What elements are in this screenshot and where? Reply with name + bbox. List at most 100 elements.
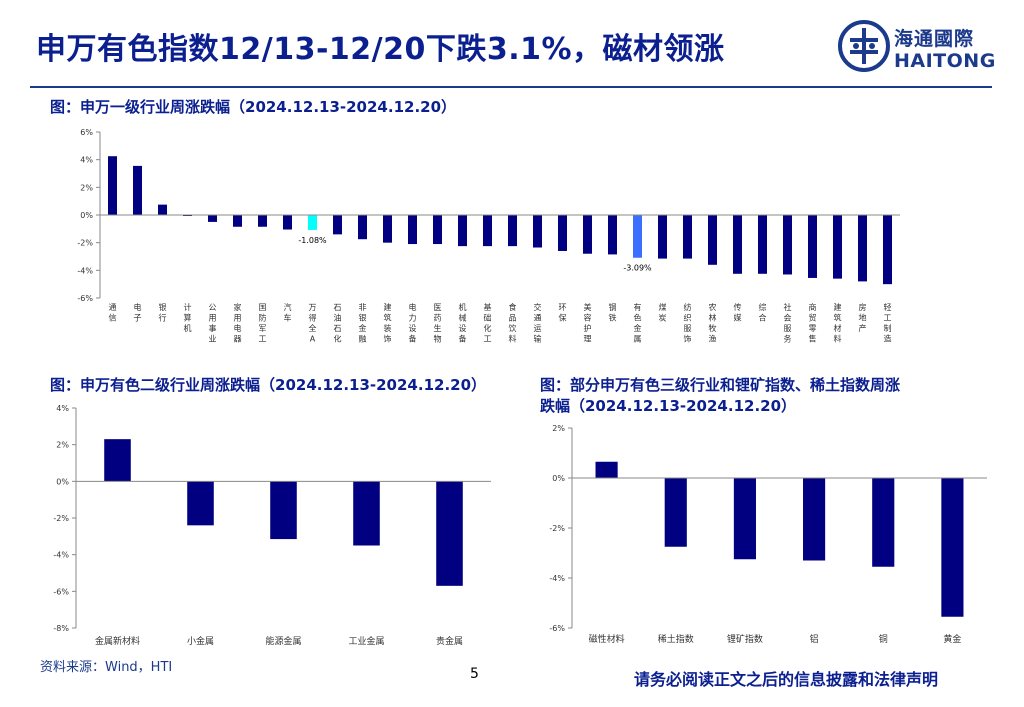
category-label-27: 合 xyxy=(759,313,767,323)
category-label-21: 钢 xyxy=(609,302,617,312)
category-label-22: 属 xyxy=(634,335,642,344)
category-label-24: 饰 xyxy=(684,334,692,344)
category-label-5: 事 xyxy=(209,323,217,333)
bar-31 xyxy=(858,215,867,282)
bar-29 xyxy=(808,215,817,278)
category-label-12: 饰 xyxy=(384,334,392,344)
category-label-13: 力 xyxy=(409,313,417,323)
bar-16 xyxy=(483,215,492,247)
bar-12 xyxy=(383,215,392,243)
bar-3 xyxy=(158,204,167,215)
category-label-25: 渔 xyxy=(709,334,717,344)
category-label-15: 械 xyxy=(459,313,467,323)
category-label-14: 生 xyxy=(434,323,442,333)
bar-27 xyxy=(758,215,767,274)
bar-19 xyxy=(558,215,567,251)
category-label-29: 贸 xyxy=(809,313,817,323)
category-label-19: 保 xyxy=(559,313,567,323)
category-label-14: 药 xyxy=(434,313,442,323)
category-label-2: 小金属 xyxy=(187,635,214,647)
category-label-12: 建 xyxy=(384,302,392,312)
bar-3 xyxy=(270,481,297,540)
category-label-25: 林 xyxy=(709,313,717,323)
category-label-1: 信 xyxy=(109,313,117,323)
bar-4 xyxy=(803,478,826,561)
category-label-2: 稀土指数 xyxy=(658,633,694,645)
category-label-12: 装 xyxy=(384,323,392,333)
category-label-23: 炭 xyxy=(659,314,667,323)
category-label-15: 机 xyxy=(459,302,467,312)
category-label-12: 筑 xyxy=(384,313,392,323)
category-label-18: 运 xyxy=(534,324,542,333)
y-tick-label: 2% xyxy=(80,183,93,192)
category-label-10: 石 xyxy=(334,303,342,312)
category-label-20: 容 xyxy=(584,313,592,323)
category-label-28: 会 xyxy=(784,313,792,323)
bar-2 xyxy=(664,478,687,547)
category-label-11: 非 xyxy=(359,302,367,312)
category-label-13: 备 xyxy=(409,334,417,344)
y-tick-label: -4% xyxy=(549,574,565,583)
category-label-9: 全 xyxy=(309,323,317,333)
category-label-18: 通 xyxy=(534,313,542,323)
bar-30 xyxy=(833,215,842,279)
y-tick-label: 4% xyxy=(80,156,93,165)
category-label-17: 品 xyxy=(509,314,517,323)
category-label-16: 基 xyxy=(484,302,492,312)
category-label-2: 子 xyxy=(134,314,142,323)
category-label-32: 轻 xyxy=(884,302,892,312)
y-tick-label: -6% xyxy=(53,587,69,596)
y-tick-label: -8% xyxy=(53,624,69,633)
category-label-11: 融 xyxy=(359,334,367,344)
bar-2 xyxy=(187,481,214,526)
category-label-7: 国 xyxy=(259,303,267,312)
bar-6 xyxy=(941,478,964,617)
category-label-28: 社 xyxy=(784,302,792,312)
category-label-31: 产 xyxy=(859,323,867,333)
y-tick-label: -2% xyxy=(77,239,93,248)
category-label-5: 用 xyxy=(209,314,217,323)
bar-5 xyxy=(436,481,463,586)
category-label-13: 设 xyxy=(409,323,417,333)
category-label-8: 汽 xyxy=(284,302,292,312)
top-chart-title: 图：申万一级行业周涨跌幅（2024.12.13-2024.12.20） xyxy=(50,98,457,116)
category-label-32: 制 xyxy=(884,323,892,333)
category-label-13: 电 xyxy=(409,302,417,312)
category-label-30: 料 xyxy=(834,334,842,344)
data-source: 资料来源：Wind，HTI xyxy=(40,656,172,675)
category-label-19: 环 xyxy=(559,303,567,312)
bar-1 xyxy=(104,439,131,482)
category-label-28: 服 xyxy=(784,324,792,333)
category-label-29: 售 xyxy=(809,334,817,344)
category-label-4: 机 xyxy=(184,323,192,333)
category-label-30: 建 xyxy=(834,302,842,312)
category-label-16: 化 xyxy=(484,323,492,333)
bar-6 xyxy=(233,215,242,227)
y-tick-label: 2% xyxy=(56,441,69,450)
industry-weekly-change-chart: 6%4%2%0%-2%-4%-6%通信电子银行计算机公用事业家用电器国防军工汽车… xyxy=(77,128,900,344)
logo-english-text: HAITONG xyxy=(894,50,996,72)
bar-1 xyxy=(595,461,618,478)
bar-1 xyxy=(108,156,117,215)
y-tick-label: 0% xyxy=(80,211,93,220)
slide-title: 申万有色指数12/13-12/20下跌3.1%，磁材领涨 xyxy=(36,32,725,67)
category-label-2: 电 xyxy=(134,302,142,312)
bar-3 xyxy=(733,478,756,560)
y-tick-label: -4% xyxy=(53,551,69,560)
category-label-6: 黄金 xyxy=(943,633,961,645)
category-label-10: 石 xyxy=(334,324,342,333)
source-label: 资料来源： xyxy=(40,660,106,675)
category-label-32: 工 xyxy=(884,314,892,323)
category-label-7: 防 xyxy=(259,313,267,323)
category-label-4: 工业金属 xyxy=(348,635,384,647)
category-label-6: 用 xyxy=(234,314,242,323)
data-label-9: -1.08% xyxy=(298,236,327,245)
category-label-5: 贵金属 xyxy=(436,635,463,647)
category-label-31: 地 xyxy=(859,313,867,323)
bar-21 xyxy=(608,215,617,255)
category-label-18: 输 xyxy=(534,334,542,344)
category-label-27: 综 xyxy=(759,302,767,312)
category-label-4: 铝 xyxy=(810,633,819,645)
y-tick-label: 0% xyxy=(552,474,565,483)
bar-17 xyxy=(508,215,517,247)
